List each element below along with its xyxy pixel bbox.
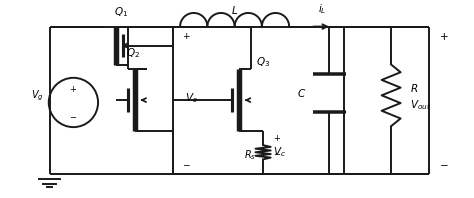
Text: $Q_3$: $Q_3$ bbox=[256, 55, 270, 69]
Text: $R_s$: $R_s$ bbox=[244, 148, 256, 162]
Text: $-$: $-$ bbox=[69, 111, 77, 120]
Text: $-$: $-$ bbox=[438, 159, 448, 169]
Text: $+$: $+$ bbox=[69, 84, 77, 94]
Text: $-$: $-$ bbox=[273, 148, 281, 157]
Text: $V_{out}$: $V_{out}$ bbox=[410, 98, 431, 112]
Text: $+$: $+$ bbox=[438, 30, 448, 42]
Text: $Q_2$: $Q_2$ bbox=[126, 46, 140, 60]
Text: $Q_1$: $Q_1$ bbox=[114, 6, 128, 19]
Text: $+$: $+$ bbox=[182, 31, 191, 41]
Text: $C$: $C$ bbox=[297, 87, 306, 99]
Text: $V_g$: $V_g$ bbox=[31, 88, 44, 103]
Text: $+$: $+$ bbox=[273, 133, 281, 143]
Text: $-$: $-$ bbox=[182, 160, 191, 169]
Text: $V_s$: $V_s$ bbox=[185, 91, 198, 105]
Text: $V_c$: $V_c$ bbox=[273, 145, 285, 159]
Text: $L$: $L$ bbox=[231, 4, 238, 16]
Text: $R$: $R$ bbox=[410, 82, 419, 94]
Text: $i_L$: $i_L$ bbox=[318, 2, 327, 16]
